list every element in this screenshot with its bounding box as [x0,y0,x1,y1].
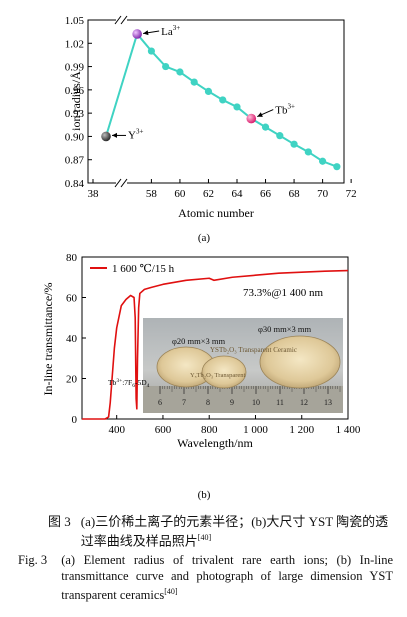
chart-a-point [219,96,227,104]
chart-b-ytick-label: 0 [72,414,78,426]
chart-a-point [333,163,341,171]
chart-a-ytick-label: 0.96 [65,85,85,97]
chart-b-xtick-label: 1 200 [289,424,314,436]
chart-a-axis-break-bottom [114,178,128,188]
caption-cn-ref: [40] [197,533,212,542]
chart-a-point [147,47,155,55]
chart-a-point [190,78,198,86]
chart-b-xtick-label: 400 [108,424,125,436]
panel-label-b: (b) [198,489,211,501]
chart-a-ytick-label: 1.05 [65,15,85,27]
chart-b-ytick-label: 80 [66,252,78,264]
photo-label-left: φ20 mm×3 mm [172,336,226,346]
chart-a-xtick-label: 60 [174,188,186,200]
large-disc [259,335,341,389]
chart-a-point [319,157,327,165]
chart-b-series-line [82,269,349,420]
ruler-number: 6 [158,398,162,407]
chart-b-xtick-label: 1 400 [336,424,361,436]
ruler-number: 8 [206,398,210,407]
chart-a-point [233,103,241,111]
chart-b-legend-label: 1 600 ℃/15 h [112,263,175,275]
chart-a-point [290,140,298,148]
caption-en-ref: [40] [164,587,178,596]
ruler-number: 10 [252,398,260,407]
chart-b-ytick-label: 60 [66,293,78,305]
sample-photo: 6 7 8 9 10 11 12 13 YSTb₂O₃ Transparent Ceramic… [143,318,343,413]
disc-text-1: YSTb₂O₃ Transparent Ceramic [210,346,297,354]
chart-a-series-line [105,31,338,168]
chart-a-frame [87,19,345,184]
chart-a-xtick-label: 66 [260,188,272,200]
chart-a-point [176,68,184,76]
caption-cn-text: (a)三价稀土离子的元素半径；(b)大尺寸 YST 陶瓷的透过率曲线及样品照片 [80,514,389,549]
chart-b: 0 20 40 60 80 400 600 800 1 000 1 200 1 400 In-lin… [41,252,361,501]
chart-b-ylabel: In-line transmittance/% [41,283,55,396]
chart-a-ytick-label: 0.84 [65,178,85,190]
chart-a-axis-break-top [114,15,128,25]
chart-a-annotation-arrowhead [112,132,117,138]
chart-a-xtick-label: 58 [146,188,158,200]
small-disc-2 [201,355,247,389]
caption-en-text: (a) Element radius of trivalent rare ear… [61,553,393,603]
chart-b-ytick-label: 40 [66,333,78,345]
chart-a-xtick-label: 72 [346,188,357,200]
chart-b-annotation-tb: Tb3+:7F6-5D4 [108,378,150,389]
chart-a-ylabel: ion radius/Å [69,71,83,131]
chart-a: 0.84 0.87 0.90 0.93 0.96 0.99 1.02 1.05 38 58 60 62… [65,15,357,244]
chart-a-annotation-arrowhead [143,30,149,36]
disc-text-2: YₓTb₂O₃ Transparent [190,372,246,379]
chart-b-xtick-label: 1 000 [243,424,268,436]
ruler-number: 13 [324,398,332,407]
chart-a-annotation-label: La3+ [161,24,180,38]
photo-ruler [143,386,343,413]
chart-a-point [261,123,270,131]
panel-label-a: (a) [198,232,211,244]
chart-b-xlabel: Wavelength/nm [177,436,253,450]
chart-a-point [276,132,284,140]
chart-a-annotation-label: Tb3+ [275,103,295,117]
caption-chinese: 图 3 (a)三价稀土离子的元素半径；(b)大尺寸 YST 陶瓷的透过率曲线及样… [18,514,393,549]
chart-a-ytick-label: 1.02 [65,38,84,50]
caption-english: Fig. 3 (a) Element radius of trivalent r… [18,552,393,603]
chart-a-annotation-label: Y3+ [128,127,143,141]
ruler-number: 9 [230,398,234,407]
chart-a-ytick-label: 0.99 [65,62,85,74]
chart-a-xtick-label: 62 [203,188,214,200]
chart-b-ytick-label: 20 [66,374,78,386]
chart-a-xtick-label: 70 [317,188,329,200]
chart-b-xtick-label: 600 [155,424,172,436]
chart-a-ytick-label: 0.93 [65,108,85,120]
chart-a-annotation-arrowhead [257,112,263,117]
chart-a-xlabel: Atomic number [178,206,254,220]
chart-a-point [204,87,213,96]
chart-a-point [162,62,170,71]
chart-a-xtick-label: 38 [88,188,100,200]
ruler-number: 12 [300,398,308,407]
caption-en-label: Fig. 3 [18,553,48,567]
chart-a-ytick-label: 0.90 [65,131,85,143]
chart-a-xtick-label: 68 [289,188,301,200]
ruler-number: 7 [182,398,186,407]
caption-cn-label: 图 3 [48,514,71,529]
chart-b-annotation-main: 73.3%@1 400 nm [243,287,324,299]
chart-a-point-y [101,131,111,142]
chart-a-point-la [132,29,142,39]
chart-a-ytick-label: 0.87 [65,155,85,167]
photo-label-right: φ30 mm×3 mm [258,324,312,334]
chart-b-xtick-label: 800 [201,424,218,436]
chart-a-point-tb [246,113,257,124]
chart-a-xtick-label: 64 [232,188,244,200]
ruler-number: 11 [276,398,284,407]
chart-a-point [304,148,312,156]
